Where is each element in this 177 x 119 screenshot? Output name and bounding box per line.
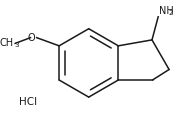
Text: NH: NH <box>159 6 174 16</box>
Text: 3: 3 <box>15 42 19 48</box>
Text: 2: 2 <box>168 10 173 16</box>
Text: O: O <box>27 33 35 43</box>
Text: CH: CH <box>0 38 14 48</box>
Text: HCl: HCl <box>19 97 37 107</box>
